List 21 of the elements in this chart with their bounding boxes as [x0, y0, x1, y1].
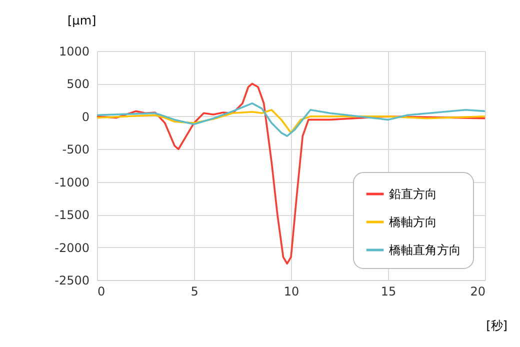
y-tick-label: -500 — [62, 142, 90, 157]
y-tick-label: 1000 — [58, 44, 90, 58]
x-axis-title: [秒] — [486, 318, 508, 332]
y-axis-title: [μm] — [68, 14, 96, 28]
x-tick-label: 0 — [98, 284, 106, 298]
y-tick-label: 500 — [66, 77, 90, 92]
y-tick-label: -2000 — [54, 240, 90, 255]
x-tick-label: 15 — [380, 284, 396, 298]
x-tick-label: 5 — [190, 284, 198, 298]
x-tick-label: 20 — [470, 284, 486, 298]
y-tick-label: 0 — [82, 110, 90, 124]
line-series — [96, 102, 486, 137]
legend-label: 橋軸方向 — [389, 215, 437, 229]
legend-label: 鉛直方向 — [389, 187, 437, 201]
y-tick-label: -2500 — [54, 274, 90, 288]
legend-label: 橋軸直角方向 — [389, 243, 461, 257]
x-tick-label: 10 — [284, 284, 300, 298]
line-series — [96, 108, 486, 134]
line-series — [96, 82, 486, 265]
y-tick-label: -1000 — [54, 175, 90, 190]
y-tick-label: -1500 — [54, 208, 90, 222]
